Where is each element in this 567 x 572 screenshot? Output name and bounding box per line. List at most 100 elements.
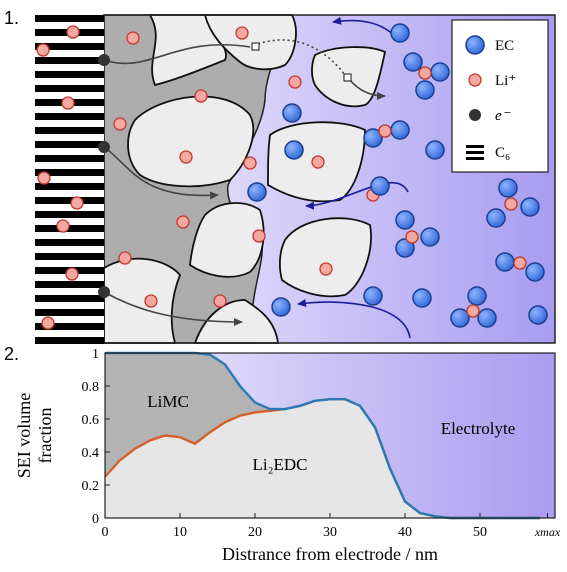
layer	[35, 197, 104, 204]
li-ion	[114, 118, 126, 130]
legend-label: EC	[495, 38, 514, 54]
li-ion	[180, 151, 192, 163]
electron	[98, 141, 110, 153]
ec-molecule	[391, 24, 409, 42]
li-ion	[145, 295, 157, 307]
y-axis-label: fraction	[35, 408, 55, 464]
legend-symbol	[466, 36, 484, 54]
li-ion	[505, 198, 517, 210]
li-ion	[71, 197, 83, 209]
layer	[35, 253, 104, 260]
legend: EC Li⁺ e⁻ C₆	[452, 20, 548, 172]
x-tick-label: 50	[473, 525, 487, 540]
li-ion	[195, 90, 207, 102]
area-label: Electrolyte	[441, 419, 516, 438]
legend-symbol	[466, 145, 484, 160]
li-ion	[66, 268, 78, 280]
ec-molecule	[272, 298, 290, 316]
electron	[98, 54, 110, 66]
layer	[35, 295, 104, 302]
li-ion	[236, 27, 248, 39]
marker	[252, 43, 259, 50]
li-ion	[38, 172, 50, 184]
layer	[35, 127, 104, 134]
li-ion	[62, 97, 74, 109]
li-ion	[514, 257, 526, 269]
layer	[35, 85, 104, 92]
li-ion	[57, 220, 69, 232]
marker	[344, 74, 351, 81]
ec-molecule	[421, 228, 439, 246]
li-ion	[320, 263, 332, 275]
ec-molecule	[404, 53, 422, 71]
li-ion	[312, 156, 324, 168]
ec-molecule	[391, 121, 409, 139]
panel-label: 1.	[4, 8, 19, 28]
li-ion	[37, 44, 49, 56]
li-ion	[406, 231, 418, 243]
ec-molecule	[285, 141, 303, 159]
layer	[35, 71, 104, 78]
li-ion	[67, 26, 79, 38]
legend-label: e⁻	[495, 108, 511, 124]
ec-molecule	[521, 198, 539, 216]
x-axis-label: Distrance from electrode / nm	[222, 544, 438, 564]
ec-molecule	[371, 177, 389, 195]
legend-label: C₆	[495, 145, 510, 161]
ec-molecule	[526, 263, 544, 281]
ec-molecule	[364, 287, 382, 305]
schematic: EC Li⁺ e⁻ C₆	[35, 15, 555, 344]
li-ion	[214, 295, 226, 307]
ec-molecule	[248, 183, 266, 201]
li-ion	[177, 216, 189, 228]
figure: 1. 2. EC Li⁺ e⁻ C₆ Li₂EDC LiMC Electrolyte…	[0, 0, 567, 572]
ec-molecule	[283, 104, 301, 122]
li-ion	[119, 252, 131, 264]
li-ion	[253, 230, 265, 242]
y-tick-label: 0	[92, 512, 99, 527]
li-ion	[42, 317, 54, 329]
y-axis-label: SEI volume	[14, 393, 34, 479]
layer	[35, 239, 104, 246]
x-tick-label: 30	[323, 525, 337, 540]
layer	[35, 155, 104, 162]
li-ion	[419, 67, 431, 79]
ec-molecule	[426, 141, 444, 159]
y-tick-label: 0.4	[82, 446, 100, 461]
ec-molecule	[431, 63, 449, 81]
x-tick-label: xmax	[534, 525, 561, 539]
electron	[98, 286, 110, 298]
li-ion	[467, 305, 479, 317]
layer	[35, 309, 104, 316]
li-ion	[127, 32, 139, 44]
layer	[35, 57, 104, 64]
y-tick-label: 0.6	[82, 413, 100, 428]
ec-molecule	[487, 209, 505, 227]
y-tick-label: 0.2	[82, 479, 100, 494]
legend-symbol	[469, 109, 481, 121]
ec-molecule	[451, 309, 469, 327]
x-tick-label: 20	[248, 525, 262, 540]
x-tick-label: 40	[398, 525, 412, 540]
ec-molecule	[416, 81, 434, 99]
li-ion	[244, 157, 256, 169]
ec-molecule	[396, 211, 414, 229]
legend-label: Li⁺	[495, 73, 516, 89]
area-label: Li₂EDC	[252, 455, 307, 474]
ec-molecule	[478, 309, 496, 327]
layer	[35, 113, 104, 120]
layer	[35, 15, 104, 22]
layer	[35, 141, 104, 148]
y-tick-label: 1	[92, 347, 99, 362]
ec-molecule	[496, 253, 514, 271]
area-label: LiMC	[147, 392, 189, 411]
x-tick-label: 10	[173, 525, 187, 540]
panel-label: 2.	[4, 344, 19, 364]
ec-molecule	[468, 287, 486, 305]
layer	[35, 281, 104, 288]
li-ion	[379, 125, 391, 137]
layer	[35, 337, 104, 344]
y-tick-label: 0.8	[82, 380, 100, 395]
ec-molecule	[529, 306, 547, 324]
